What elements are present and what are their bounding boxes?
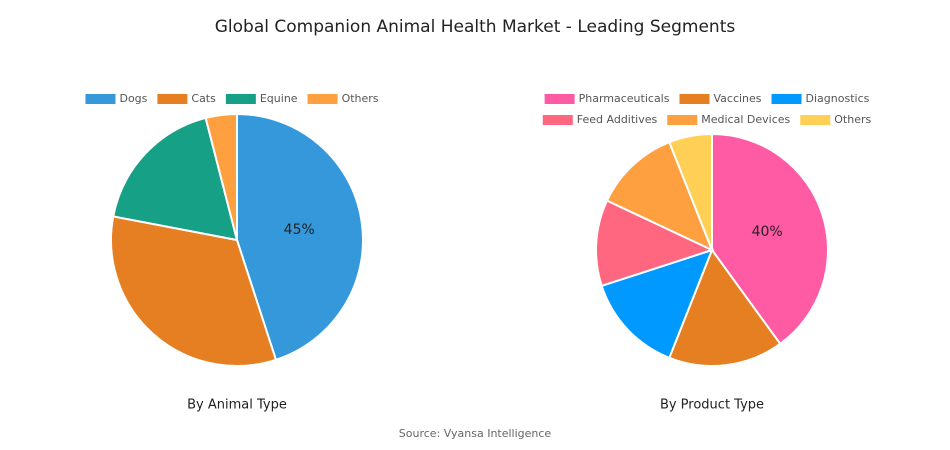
pie-slice	[605, 140, 714, 252]
legend-swatch	[544, 94, 575, 104]
pie-slice	[236, 112, 364, 362]
legend-label: Others	[834, 113, 871, 126]
source: Source: Vyansa Intelligence	[399, 427, 552, 440]
legend-swatch	[771, 94, 802, 104]
pie-slice	[595, 199, 715, 288]
legend-swatch	[307, 94, 338, 104]
legend-label: Medical Devices	[701, 113, 790, 126]
legend-label: Cats	[191, 92, 216, 105]
legend-label: Others	[342, 92, 379, 105]
data-label: 45%	[284, 222, 315, 238]
legend-swatch	[667, 115, 698, 125]
pie-slice	[204, 112, 238, 241]
legend-swatch	[542, 115, 573, 125]
legend-swatch	[679, 94, 710, 104]
chart-title: By Product Type	[660, 398, 764, 413]
pie-slice	[667, 247, 782, 367]
pie-slice	[668, 132, 713, 251]
legend-label: Feed Additives	[577, 113, 658, 126]
chart-title: By Animal Type	[187, 398, 287, 413]
legend-label: Diagnostics	[806, 92, 870, 105]
legend-label: Equine	[260, 92, 298, 105]
legend-label: Dogs	[119, 92, 147, 105]
legend-swatch	[157, 94, 188, 104]
page-title: Global Companion Animal Health Market - …	[215, 17, 736, 37]
pie-slice	[112, 116, 239, 242]
legend-swatch	[225, 94, 256, 104]
legend-swatch	[800, 115, 831, 125]
legend-label: Pharmaceuticals	[579, 92, 670, 105]
pie-slice	[110, 215, 278, 367]
data-label: 40%	[752, 224, 783, 240]
pie-slice	[711, 132, 829, 346]
legend-swatch	[85, 94, 116, 104]
legend-label: Vaccines	[713, 92, 761, 105]
